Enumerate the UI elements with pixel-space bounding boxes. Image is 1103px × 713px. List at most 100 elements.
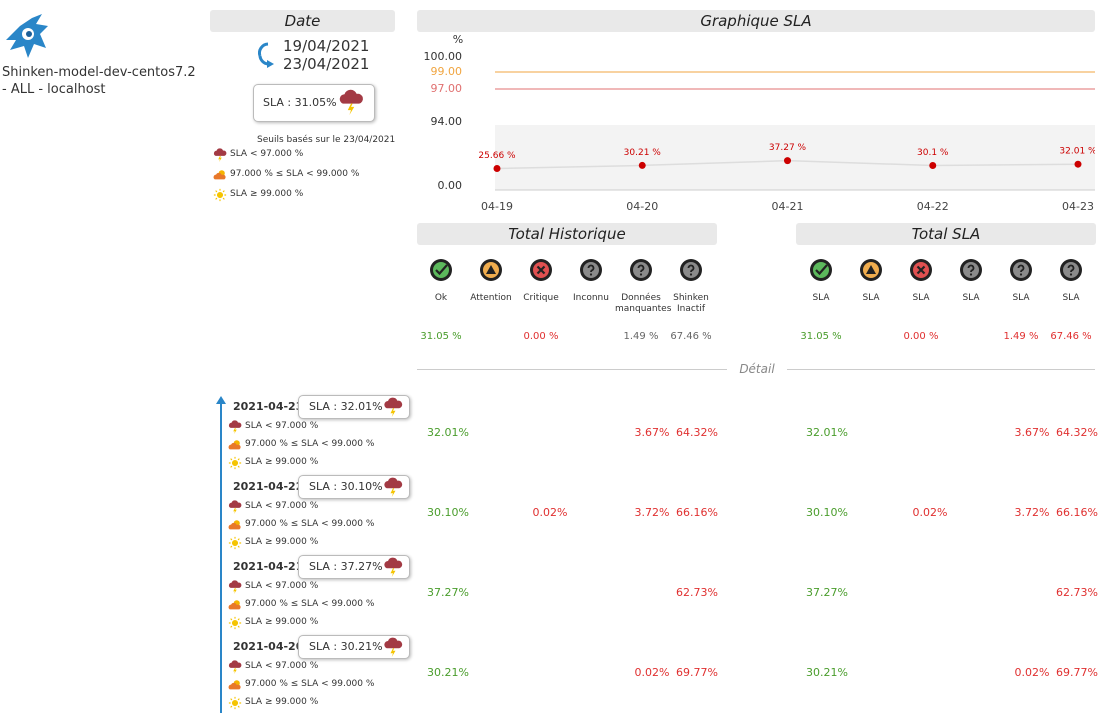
weather-icon [228,456,242,470]
threshold: SLA ≥ 99.000 % [245,457,319,467]
status-icon [480,259,502,281]
start-date: 19/04/2021 [283,37,370,55]
threshold: SLA < 97.000 % [230,149,304,159]
weather-symbol [384,477,403,497]
row-value: 30.21% [806,666,848,679]
x-tick-label: 04-21 [772,200,804,213]
row-sla-text: SLA : 30.10% [309,480,383,493]
total-historique-header: Total Historique [417,223,717,245]
row-value: 64.32% [676,426,718,439]
y-unit: % [453,33,463,46]
threshold: SLA ≥ 99.000 % [245,537,319,547]
x-tick-label: 04-23 [1062,200,1094,213]
threshold: SLA < 97.000 % [245,501,319,511]
thresholds-note: Seuils basés sur le 23/04/2021 [257,135,396,145]
row-sla: SLA : 32.01% [298,395,410,419]
threshold: 97.000 % ≤ SLA < 99.000 % [245,599,375,609]
row-sla-text: SLA : 30.21% [309,640,383,653]
row-value: 3.72% [634,506,670,519]
point-label: 37.27 % [769,143,807,153]
row-date: 2021-04-23 [233,400,304,413]
row-value: 37.27% [806,586,848,599]
status-icon [430,259,452,281]
column-value: 67.46 % [1050,331,1092,342]
column-value: 31.05 % [800,331,842,342]
logo [6,14,48,58]
icon-glyph [536,265,546,275]
row-value: 0.02% [634,666,670,679]
row-value: 30.10% [806,506,848,519]
row-value: 32.01% [427,426,469,439]
threshold: 97.000 % ≤ SLA < 99.000 % [245,519,375,529]
icon-core [813,262,829,278]
column-label: Inconnu [573,293,609,303]
icon-glyph [1067,264,1075,273]
total-sla-header: Total SLA [796,223,1096,245]
point-label: 30.1 % [917,148,949,158]
status-icon [1010,259,1032,281]
row-value: 3.67% [634,426,670,439]
row-date: 2021-04-21 [233,560,304,573]
status-icon [1060,259,1082,281]
status-icon [960,259,982,281]
weather-symbol [228,500,242,514]
column-label: SLA [1012,293,1030,303]
status-icon [530,259,552,281]
icon-glyph [1017,264,1025,273]
weather-symbol [228,420,242,434]
row-value: 69.77% [1056,666,1098,679]
column-label: Critique [523,293,559,303]
weather-symbol [228,660,242,674]
row-value: 30.21% [427,666,469,679]
weather-symbol [228,440,241,450]
weather-symbol [213,148,227,162]
icon-glyph [916,265,926,275]
column-label: SLA [1062,293,1080,303]
column-label: Attention [470,293,512,303]
column-value: 0.00 % [903,331,939,342]
column-value: 0.00 % [523,331,559,342]
icon-glyph [587,264,595,273]
row-sla: SLA : 30.21% [298,635,410,659]
point [638,161,646,169]
column-value: 67.46 % [670,331,712,342]
row-sla-text: SLA : 37.27% [309,560,383,573]
row-value: 62.73% [1056,586,1098,599]
weather-symbol [384,557,403,577]
column-label: SLA [862,293,880,303]
weather-symbol [213,170,226,180]
x-tick-label: 04-22 [917,200,949,213]
sla-text: SLA : 31.05% [263,96,337,109]
column-label: Shinken Inactif [673,293,709,314]
weather-symbol [228,520,241,530]
point [1074,160,1082,168]
threshold: SLA ≥ 99.000 % [245,697,319,707]
row-value: 64.32% [1056,426,1098,439]
point [784,157,791,165]
column-label: SLA [912,293,930,303]
row-sla: SLA : 37.27% [298,555,410,579]
point-label: 32.01 % [1059,147,1095,157]
icon-glyph [486,265,496,274]
weather-symbol [228,456,242,470]
row-value: 62.73% [676,586,718,599]
weather-icon [384,397,403,417]
date-header: Date [210,10,395,32]
row-value: 66.16% [1056,506,1098,519]
icon-dot [969,273,973,276]
icon-core [433,262,449,278]
row-value: 37.27% [427,586,469,599]
column-label: SLA [812,293,830,303]
status-icon [860,259,882,281]
weather-icon [384,637,403,657]
status-icon [910,259,932,281]
weather-symbol [213,188,227,202]
y-tick-label: 0.00 [438,179,463,192]
row-value: 0.02% [1014,666,1050,679]
icon-glyph [637,264,645,273]
y-tick-label: 94.00 [431,115,463,128]
status-icon [580,259,602,281]
icon-dot [689,273,693,276]
threshold: SLA ≥ 99.000 % [245,617,319,627]
